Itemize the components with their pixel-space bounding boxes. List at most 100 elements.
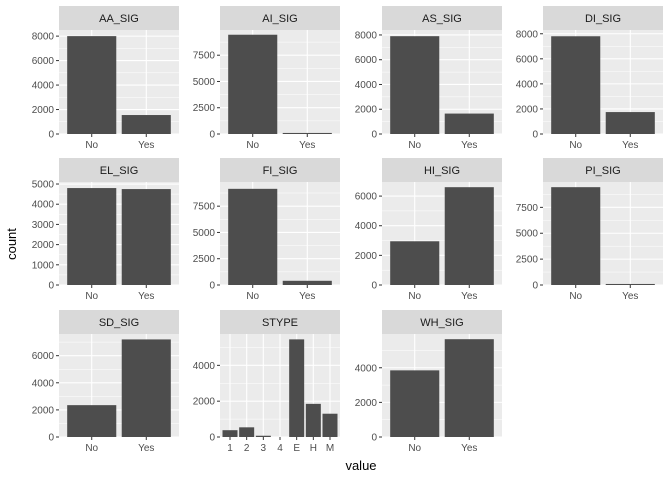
x-tick-label: No: [569, 140, 582, 151]
x-tick-label: 4: [277, 443, 283, 454]
facet-strip: [220, 158, 340, 182]
bar-yes: [444, 187, 494, 285]
x-tick-label: No: [408, 140, 421, 151]
y-tick-label: 7500: [516, 203, 539, 214]
x-axis-title: value: [345, 458, 376, 473]
y-tick-label: 4000: [32, 81, 55, 92]
y-tick-label: 0: [371, 281, 377, 292]
facet-title: EL_SIG: [100, 165, 139, 177]
bar-yes: [282, 280, 332, 285]
facet-title: AS_SIG: [422, 13, 462, 25]
facet-title: STYPE: [262, 317, 298, 329]
y-tick-label: 0: [532, 130, 538, 141]
bar-yes: [444, 113, 494, 134]
bar-1: [222, 430, 238, 437]
y-tick-label: 5000: [193, 228, 216, 239]
x-tick-label: Yes: [622, 140, 638, 151]
facet-aa-sig: AA_SIG 0 2000 4000 6000 8000 No Yes: [32, 6, 179, 151]
facet-wh-sig: WH_SIG 0 2000 4000 No Yes: [355, 310, 502, 454]
bar-2: [239, 427, 255, 437]
x-tick-label: No: [85, 140, 98, 151]
y-axis-title: count: [4, 228, 19, 260]
y-tick-label: 4000: [32, 200, 55, 211]
facet-strip: [59, 6, 179, 30]
bar-no: [551, 36, 601, 134]
x-tick-label: Yes: [138, 291, 154, 302]
bar-yes: [121, 115, 171, 134]
x-tick-label: No: [408, 443, 421, 454]
facet-ai-sig: AI_SIG 0 2500 5000 7500 No Yes: [193, 6, 340, 151]
y-tick-label: 0: [48, 281, 54, 292]
bar-no: [390, 36, 440, 134]
y-tick-label: 2000: [516, 104, 539, 115]
y-tick-label: 6000: [32, 351, 55, 362]
y-tick-label: 4000: [516, 79, 539, 90]
facet-strip: [382, 310, 502, 334]
bar-yes: [605, 112, 655, 134]
facet-strip: [59, 310, 179, 334]
bar-m: [322, 413, 338, 437]
y-tick-label: 5000: [32, 180, 55, 191]
x-tick-label: No: [569, 291, 582, 302]
y-tick-label: 2000: [355, 105, 378, 116]
x-tick-label: Yes: [299, 291, 315, 302]
facet-strip: [220, 6, 340, 30]
facet-as-sig: AS_SIG 0 2000 4000 6000 8000 No Yes: [355, 6, 502, 151]
facet-strip: [382, 158, 502, 182]
y-tick-label: 0: [48, 433, 54, 444]
bar-no: [67, 36, 117, 134]
facet-title: FI_SIG: [263, 165, 298, 177]
y-tick-label: 0: [48, 130, 54, 141]
y-tick-label: 0: [209, 433, 215, 444]
y-tick-label: 0: [209, 281, 215, 292]
x-tick-label: Yes: [138, 140, 154, 151]
y-tick-label: 4000: [355, 80, 378, 91]
y-tick-label: 1000: [32, 260, 55, 271]
bar-h: [305, 403, 321, 437]
bar-yes: [121, 339, 171, 437]
y-tick-label: 0: [209, 130, 215, 141]
x-tick-label: No: [246, 291, 259, 302]
y-tick-label: 2000: [193, 397, 216, 408]
facet-hi-sig: HI_SIG 0 2000 4000 6000 No Yes: [355, 158, 502, 302]
bar-yes: [605, 283, 655, 285]
x-tick-label: No: [246, 140, 259, 151]
x-tick-label: No: [85, 291, 98, 302]
y-tick-label: 2000: [32, 105, 55, 116]
y-tick-label: 7500: [193, 51, 216, 62]
y-tick-label: 2500: [516, 255, 539, 266]
x-tick-label: Yes: [138, 443, 154, 454]
x-tick-label: No: [85, 443, 98, 454]
y-tick-label: 8000: [516, 29, 539, 40]
x-tick-label: E: [293, 443, 300, 454]
facet-strip: [59, 158, 179, 182]
y-tick-label: 5000: [193, 77, 216, 88]
facet-strip: [220, 310, 340, 334]
bar-no: [228, 188, 278, 285]
facet-pi-sig: PI_SIG 0 2500 5000 7500 No Yes: [516, 158, 663, 302]
bar-no: [390, 241, 440, 285]
y-tick-label: 6000: [355, 55, 378, 66]
y-tick-label: 5000: [516, 229, 539, 240]
y-tick-label: 4000: [32, 378, 55, 389]
y-tick-label: 6000: [355, 192, 378, 203]
bar-no: [390, 370, 440, 437]
y-tick-label: 4000: [355, 221, 378, 232]
facet-title: AA_SIG: [99, 13, 139, 25]
y-tick-label: 8000: [355, 30, 378, 41]
y-tick-label: 2000: [32, 240, 55, 251]
y-tick-label: 2000: [32, 405, 55, 416]
facet-title: AI_SIG: [262, 13, 297, 25]
x-tick-label: Yes: [461, 291, 477, 302]
facet-title: HI_SIG: [424, 165, 460, 177]
x-tick-label: 1: [227, 443, 233, 454]
facet-fi-sig: FI_SIG 0 2500 5000 7500 No Yes: [193, 158, 340, 302]
x-tick-label: Yes: [622, 291, 638, 302]
facet-strip: [543, 158, 663, 182]
x-tick-label: M: [326, 443, 334, 454]
y-tick-label: 3000: [32, 220, 55, 231]
bar-no: [228, 34, 278, 134]
x-tick-label: Yes: [461, 443, 477, 454]
y-tick-label: 4000: [355, 363, 378, 374]
